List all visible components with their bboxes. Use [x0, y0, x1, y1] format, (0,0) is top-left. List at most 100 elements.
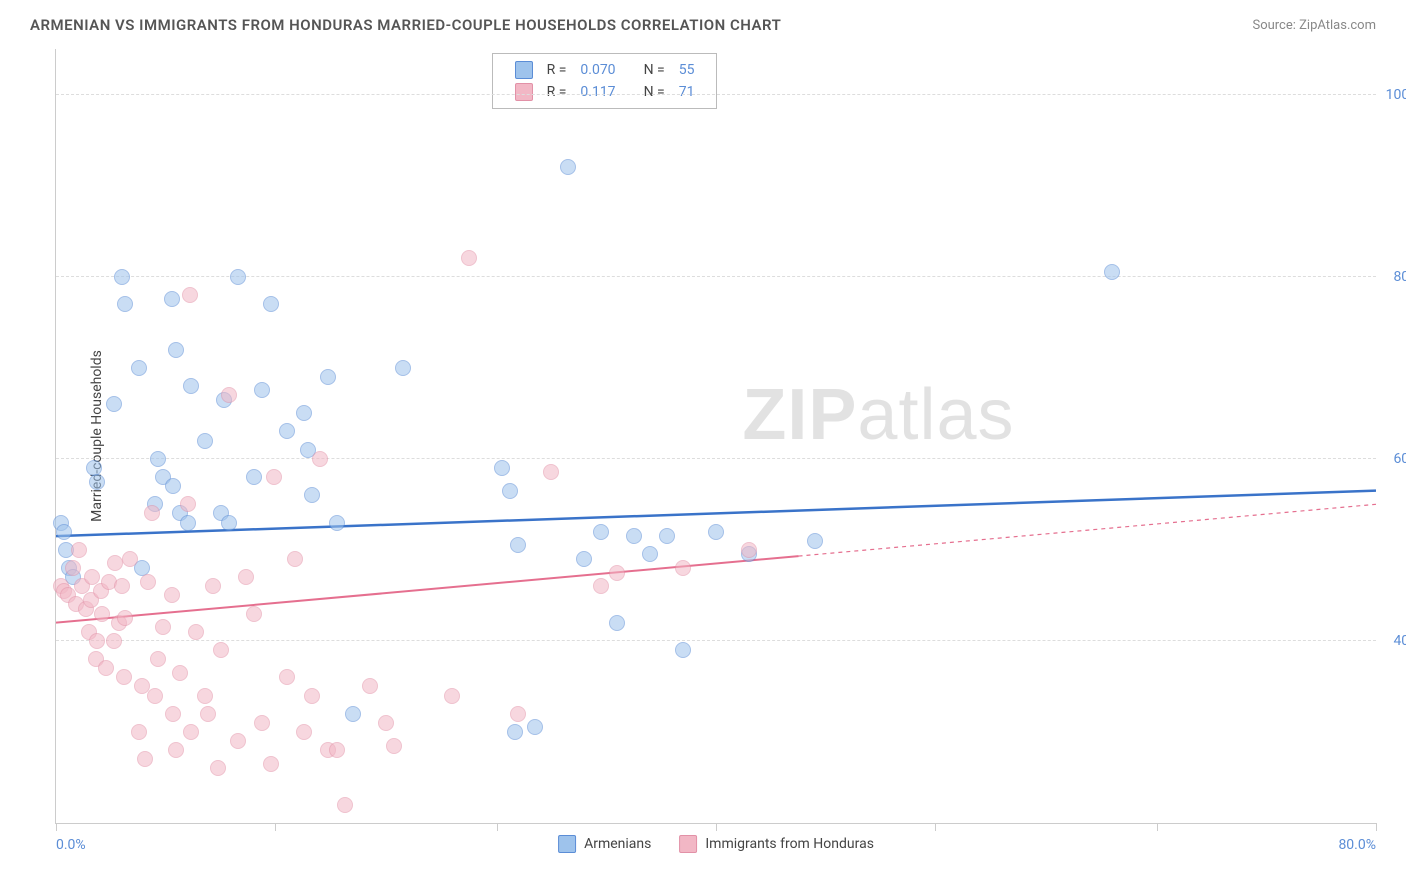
scatter-point [320, 369, 336, 385]
scatter-point [287, 551, 303, 567]
scatter-point [168, 742, 184, 758]
y-axis-label: Married-couple Households [89, 350, 105, 522]
scatter-point [337, 797, 353, 813]
scatter-point [296, 724, 312, 740]
stat-r-value: 0.070 [574, 60, 621, 80]
scatter-point [89, 474, 105, 490]
scatter-point [144, 505, 160, 521]
scatter-point [221, 387, 237, 403]
stats-table: R =0.070N =55R =0.117N =71 [507, 58, 703, 104]
scatter-point [502, 483, 518, 499]
scatter-point [304, 487, 320, 503]
scatter-point [200, 706, 216, 722]
scatter-point [312, 451, 328, 467]
chart-source: Source: ZipAtlas.com [1252, 18, 1376, 33]
scatter-point [807, 533, 823, 549]
swatch-icon [515, 61, 533, 79]
scatter-point [279, 669, 295, 685]
x-tick [716, 823, 717, 831]
scatter-point [279, 423, 295, 439]
stat-n-label: N = [638, 60, 671, 80]
scatter-point [89, 633, 105, 649]
scatter-point [165, 478, 181, 494]
scatter-point [527, 719, 543, 735]
swatch-icon [558, 835, 576, 853]
scatter-point [362, 678, 378, 694]
scatter-point [510, 537, 526, 553]
scatter-point [197, 433, 213, 449]
scatter-point [741, 542, 757, 558]
scatter-point [117, 296, 133, 312]
scatter-point [238, 569, 254, 585]
stat-r-label: R = [541, 60, 573, 80]
scatter-point [180, 496, 196, 512]
scatter-point [116, 669, 132, 685]
scatter-point [131, 724, 147, 740]
scatter-point [183, 378, 199, 394]
scatter-point [593, 578, 609, 594]
scatter-point [246, 469, 262, 485]
scatter-point [378, 715, 394, 731]
legend-item: Armenians [558, 835, 651, 853]
x-tick-label: 0.0% [56, 837, 86, 853]
scatter-point [329, 515, 345, 531]
scatter-point [168, 342, 184, 358]
scatter-point [254, 715, 270, 731]
scatter-point [675, 642, 691, 658]
x-tick [1157, 823, 1158, 831]
scatter-point [494, 460, 510, 476]
swatch-icon [679, 835, 697, 853]
scatter-point [246, 606, 262, 622]
scatter-chart: Married-couple Households ZIPatlas R =0.… [55, 49, 1376, 824]
y-tick-label: 40.0% [1393, 633, 1406, 649]
scatter-point [609, 565, 625, 581]
stat-r-value: 0.117 [574, 82, 621, 102]
stat-n-value: 55 [673, 60, 701, 80]
scatter-point [642, 546, 658, 562]
scatter-point [56, 524, 72, 540]
scatter-point [213, 642, 229, 658]
scatter-point [510, 706, 526, 722]
scatter-point [150, 451, 166, 467]
stats-row: R =0.070 N =55 [509, 60, 701, 80]
scatter-point [230, 733, 246, 749]
scatter-point [65, 560, 81, 576]
scatter-point [147, 688, 163, 704]
chart-title: ARMENIAN VS IMMIGRANTS FROM HONDURAS MAR… [30, 16, 781, 34]
scatter-point [140, 574, 156, 590]
scatter-point [122, 551, 138, 567]
scatter-point [461, 250, 477, 266]
x-tick [275, 823, 276, 831]
scatter-point [106, 396, 122, 412]
scatter-point [609, 615, 625, 631]
gridline [56, 94, 1376, 95]
correlation-legend: R =0.070N =55R =0.117N =71 [492, 53, 718, 109]
scatter-point [183, 724, 199, 740]
y-tick-label: 60.0% [1393, 451, 1406, 467]
scatter-point [345, 706, 361, 722]
scatter-point [205, 578, 221, 594]
gridline [56, 276, 1376, 277]
scatter-point [150, 651, 166, 667]
scatter-point [221, 515, 237, 531]
scatter-point [117, 610, 133, 626]
scatter-point [94, 606, 110, 622]
scatter-point [395, 360, 411, 376]
swatch-icon [515, 83, 533, 101]
scatter-point [444, 688, 460, 704]
series-legend: Armenians Immigrants from Honduras [558, 835, 874, 853]
scatter-point [675, 560, 691, 576]
scatter-point [266, 469, 282, 485]
gridline [56, 458, 1376, 459]
scatter-point [230, 269, 246, 285]
scatter-point [576, 551, 592, 567]
scatter-point [182, 287, 198, 303]
gridline [56, 640, 1376, 641]
scatter-point [165, 706, 181, 722]
scatter-point [114, 578, 130, 594]
legend-label: Immigrants from Honduras [705, 836, 874, 852]
scatter-point [1104, 264, 1120, 280]
scatter-point [188, 624, 204, 640]
watermark: ZIPatlas [742, 374, 1014, 456]
scatter-point [626, 528, 642, 544]
